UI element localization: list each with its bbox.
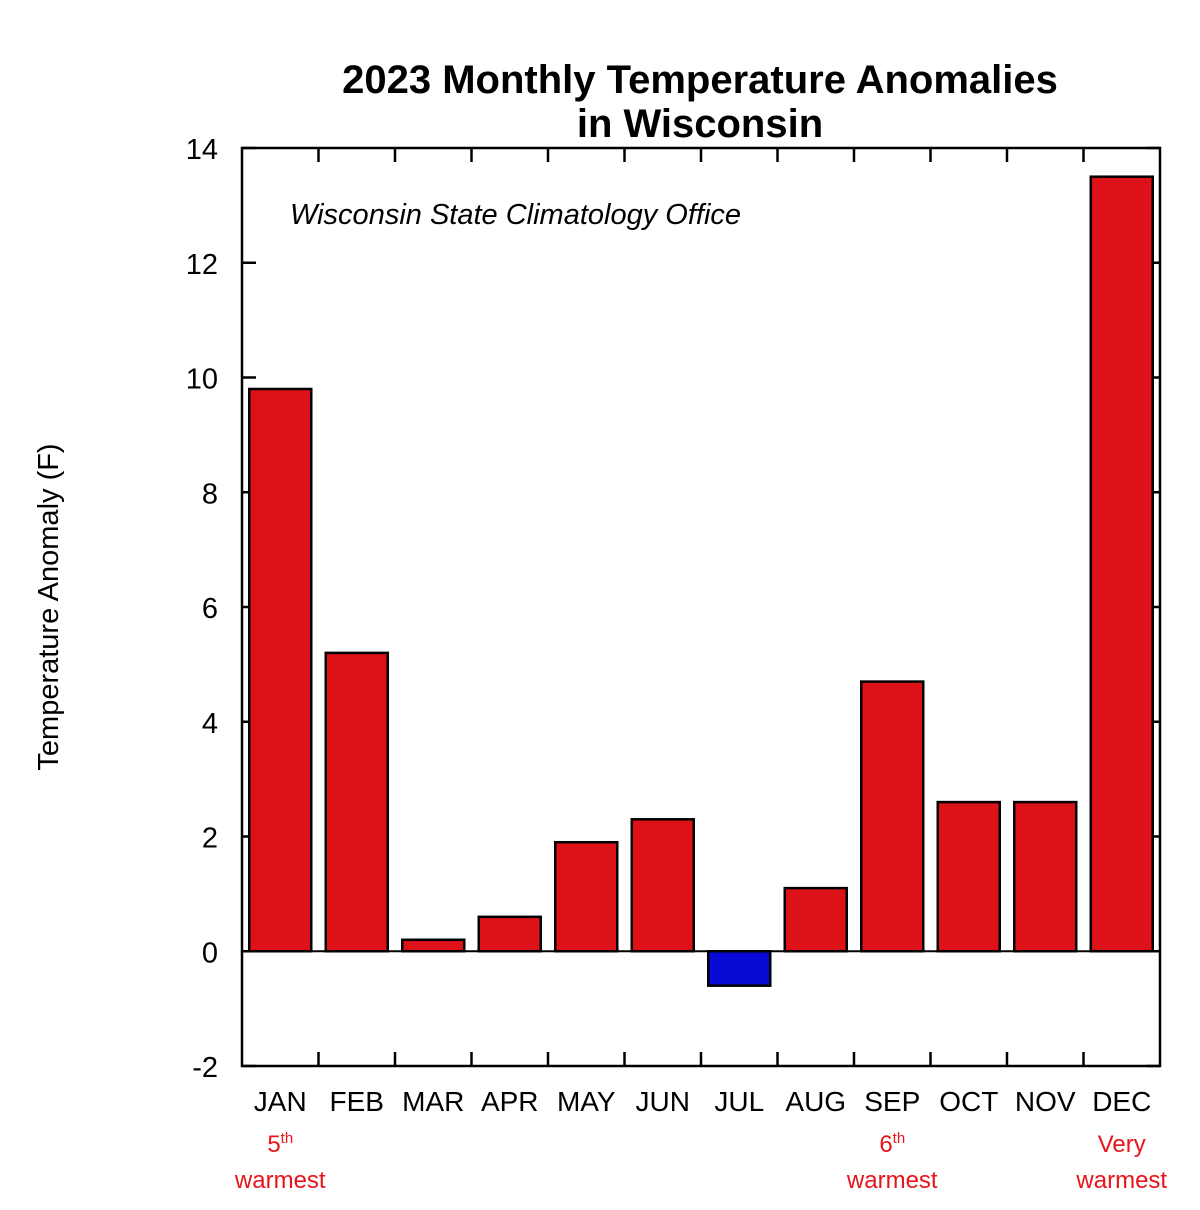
bar-jan (248, 387, 313, 953)
chart-title-line2: in Wisconsin (577, 102, 823, 146)
x-tick-label: SEP (864, 1086, 920, 1117)
annotation-text: warmest (1075, 1167, 1167, 1194)
bar-jun (630, 818, 695, 953)
y-tick-label: 8 (202, 478, 218, 510)
x-tick-label: OCT (939, 1086, 998, 1117)
bar-aug (783, 886, 848, 953)
y-tick-label: 14 (186, 134, 218, 166)
x-tick-label: NOV (1015, 1086, 1076, 1117)
x-tick-label: APR (481, 1086, 539, 1117)
y-tick-label: 6 (202, 593, 218, 625)
x-tick-label: MAY (557, 1086, 616, 1117)
x-tick-label: JUN (636, 1086, 690, 1117)
plot-frame (240, 146, 1162, 1068)
bar-oct (936, 800, 1001, 953)
bar-dec (1089, 175, 1154, 953)
bar-jul (707, 950, 772, 987)
x-tick-label: JAN (254, 1086, 307, 1117)
x-tick-label: AUG (785, 1086, 846, 1117)
annotation-rank: Very (1098, 1131, 1146, 1158)
y-tick-label: 2 (202, 823, 218, 855)
annotation-text: warmest (234, 1167, 326, 1194)
bar-sep (860, 680, 925, 953)
x-tick-label: DEC (1092, 1086, 1151, 1117)
chart-title: 2023 Monthly Temperature Anomalies (342, 58, 1058, 102)
annotation-rank: 6th (879, 1130, 905, 1158)
x-tick-label: FEB (330, 1086, 384, 1117)
annotation-rank: 5th (267, 1130, 293, 1158)
y-axis-label: Temperature Anomaly (F) (33, 443, 65, 770)
y-tick-label: -2 (192, 1052, 218, 1084)
annotation-text: warmest (846, 1167, 938, 1194)
source-note: Wisconsin State Climatology Office (290, 199, 741, 231)
x-tick-label: JUL (714, 1086, 764, 1117)
bar-apr (477, 915, 542, 953)
y-tick-label: 4 (202, 708, 218, 740)
bar-feb (324, 651, 389, 953)
y-tick-label: 10 (186, 364, 218, 396)
y-tick-label: 12 (186, 249, 218, 281)
y-tick-label: 0 (202, 937, 218, 969)
bar-may (554, 840, 619, 953)
bar-nov (1013, 800, 1078, 953)
x-tick-label: MAR (402, 1086, 464, 1117)
bar-mar (401, 938, 466, 953)
